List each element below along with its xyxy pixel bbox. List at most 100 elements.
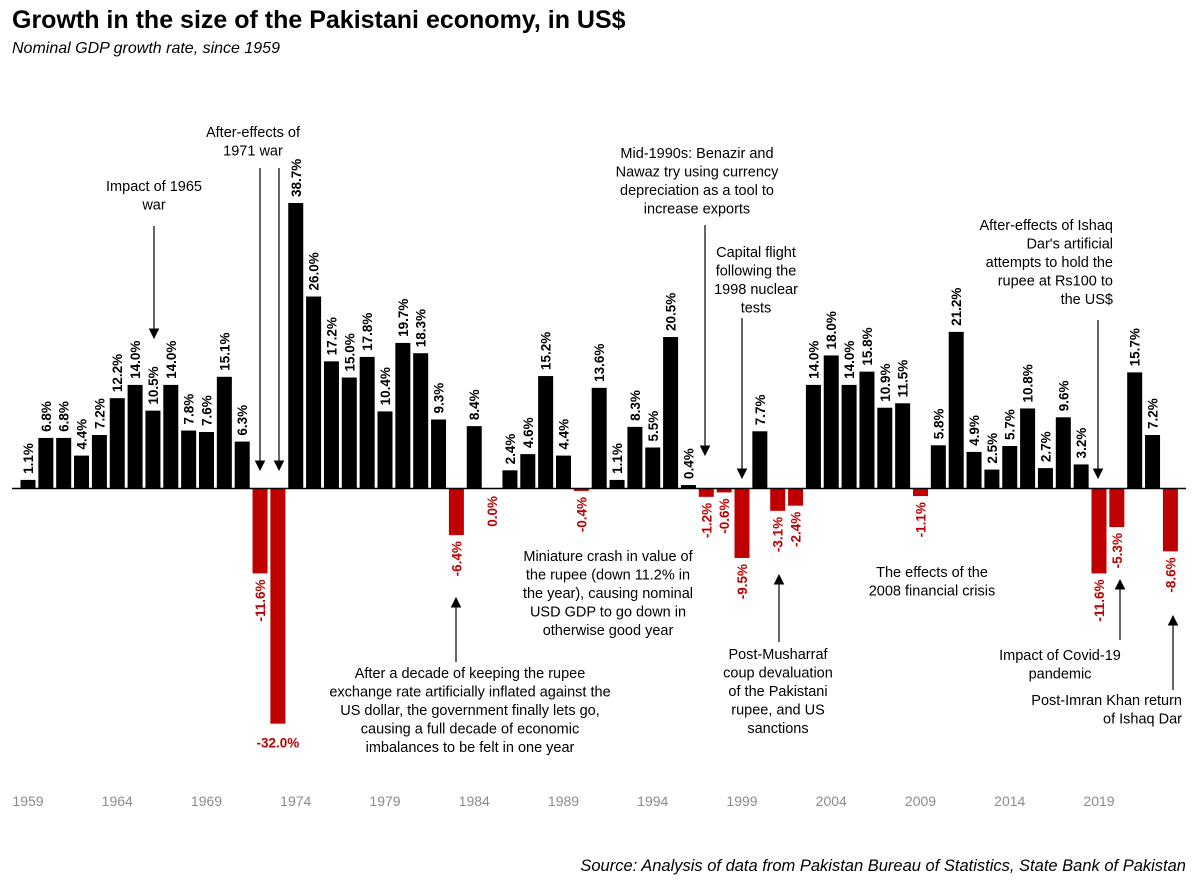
value-label-1974: 38.7% [289,159,304,197]
value-label-2015: 10.8% [1021,364,1036,402]
annotation-line: 1998 nuclear [714,282,798,298]
bar-2000 [752,431,768,488]
annotation-crisis-2008: The effects of the 2008 financial crisis [869,565,996,600]
value-label-1983: -6.4% [449,541,464,576]
value-labels-group: 1.1%6.8% 6.8%4.4%7.2%12.2% 14.0%10.5%14.0%… [21,159,1178,751]
value-label-2005: 14.0% [842,341,857,379]
bars-group [20,203,1178,724]
value-label-1973: -32.0% [257,736,300,751]
x-tick-labels-group: 1959 1964 1969 1974 1979 1984 1989 1994 1999 2004… [12,793,1114,809]
annotation-line: Impact of 1965 [106,179,202,195]
chart-subtitle: Nominal GDP growth rate, since 1959 [12,40,280,57]
bar-1980 [395,342,411,488]
value-label-2022: 7.2% [1146,398,1161,429]
bar-2018 [1073,464,1089,488]
annotation-line: sanctions [747,721,808,737]
value-label-1959: 1.1% [21,443,36,474]
value-label-1997: -1.2% [699,503,714,538]
x-tick-2009: 2009 [905,793,936,809]
value-label-1970: 15.1% [217,333,232,371]
annotation-line: coup devaluation [723,666,833,682]
value-label-2018: 3.2% [1074,428,1089,459]
value-label-2020: -5.3% [1110,533,1125,568]
annotation-musharraf: Post-Musharraf coup devaluation of the Pak… [723,573,833,737]
value-label-2019: -11.6% [1092,579,1107,621]
value-label-2010: 5.8% [931,409,946,440]
bar-1982 [431,419,447,488]
bar-1970 [216,376,232,488]
bar-1991 [591,387,607,488]
bar-2017 [1055,417,1071,488]
bar-1973 [270,488,286,724]
value-label-1980: 19.7% [396,299,411,337]
bar-1979 [377,411,393,488]
value-label-1984: 8.4% [467,389,482,420]
bar-2003 [805,384,821,488]
bar-2023 [1162,488,1178,552]
bar-2005 [841,384,857,488]
bar-1984 [466,426,482,488]
value-label-2001: -3.1% [771,517,786,552]
value-label-2011: 21.2% [949,288,964,326]
value-label-2004: 18.0% [824,311,839,349]
value-label-1969: 7.6% [200,395,215,426]
value-label-1971: 6.3% [235,405,250,436]
value-label-2006: 15.8% [860,327,875,365]
value-label-1992: 1.1% [610,443,625,474]
annotation-ishaq-dar: After-effects of Ishaq Dar's artificial at… [979,218,1113,480]
annotation-covid: Impact of Covid-19 pandemic [999,578,1126,683]
annotation-line: of Ishaq Dar [1103,712,1182,728]
annotation-line: Impact of Covid-19 [999,648,1121,664]
annotation-line: imbalances to be felt in one year [366,740,575,756]
bar-1961 [56,437,72,488]
annotation-line: increase exports [644,202,750,218]
bar-2010 [930,445,946,488]
value-label-1998: -0.6% [717,498,732,533]
bar-1997 [698,488,714,497]
annotation-line: of the Pakistani [728,684,827,700]
annotations-group: Impact of 1965 war After-effects of 1971 wa… [106,125,1182,756]
bar-1978 [359,356,375,488]
value-label-2013: 2.5% [985,433,1000,464]
annotation-line: Nawaz try using currency [616,165,780,181]
x-tick-1989: 1989 [548,793,579,809]
value-label-1994: 5.5% [646,411,661,442]
annotation-line: rupee at Rs100 to [998,274,1113,290]
source-note: Source: Analysis of data from Pakistan B… [580,857,1186,875]
value-label-1962: 4.4% [75,419,90,450]
bar-1977 [341,377,357,488]
bar-1989 [556,455,571,488]
annotation-imran-khan: Post-Imran Khan return of Ishaq Dar [1031,614,1182,728]
value-label-1976: 17.2% [324,317,339,355]
value-label-2003: 14.0% [806,341,821,379]
annotation-decade-1982: After a decade of keeping the rupee excha… [329,596,611,756]
annotation-line: 1971 war [223,144,283,160]
value-label-1988: 15.2% [539,332,554,370]
value-label-2014: 5.7% [1003,409,1018,440]
value-label-1979: 10.4% [378,367,393,405]
value-label-2007: 10.9% [878,363,893,401]
value-label-1963: 7.2% [92,398,107,429]
value-label-2012: 4.9% [967,415,982,446]
value-label-1990: -0.4% [574,497,589,532]
bar-1988 [538,376,554,488]
bar-1992 [609,479,625,488]
value-label-1986: 2.4% [503,434,518,465]
value-label-1966: 10.5% [146,366,161,404]
bar-1965 [127,384,143,488]
bar-1993 [627,426,643,488]
bar-1963 [91,434,107,488]
bar-1996 [680,485,696,488]
annotation-mid-1990s: Mid-1990s: Benazir and Nawaz try using cu… [616,146,780,457]
bar-1959 [20,479,36,488]
annotation-line: After a decade of keeping the rupee [355,666,586,682]
bar-2020 [1109,488,1125,528]
annotation-line: the US$ [1061,292,1113,308]
value-label-1981: 18.3% [414,309,429,347]
annotation-line: causing a full decade of economic [361,722,579,738]
bar-1967 [163,384,179,488]
value-label-1987: 4.6% [521,417,536,448]
value-label-2023: -8.6% [1163,557,1178,592]
chart-title: Growth in the size of the Pakistani econ… [12,6,626,34]
